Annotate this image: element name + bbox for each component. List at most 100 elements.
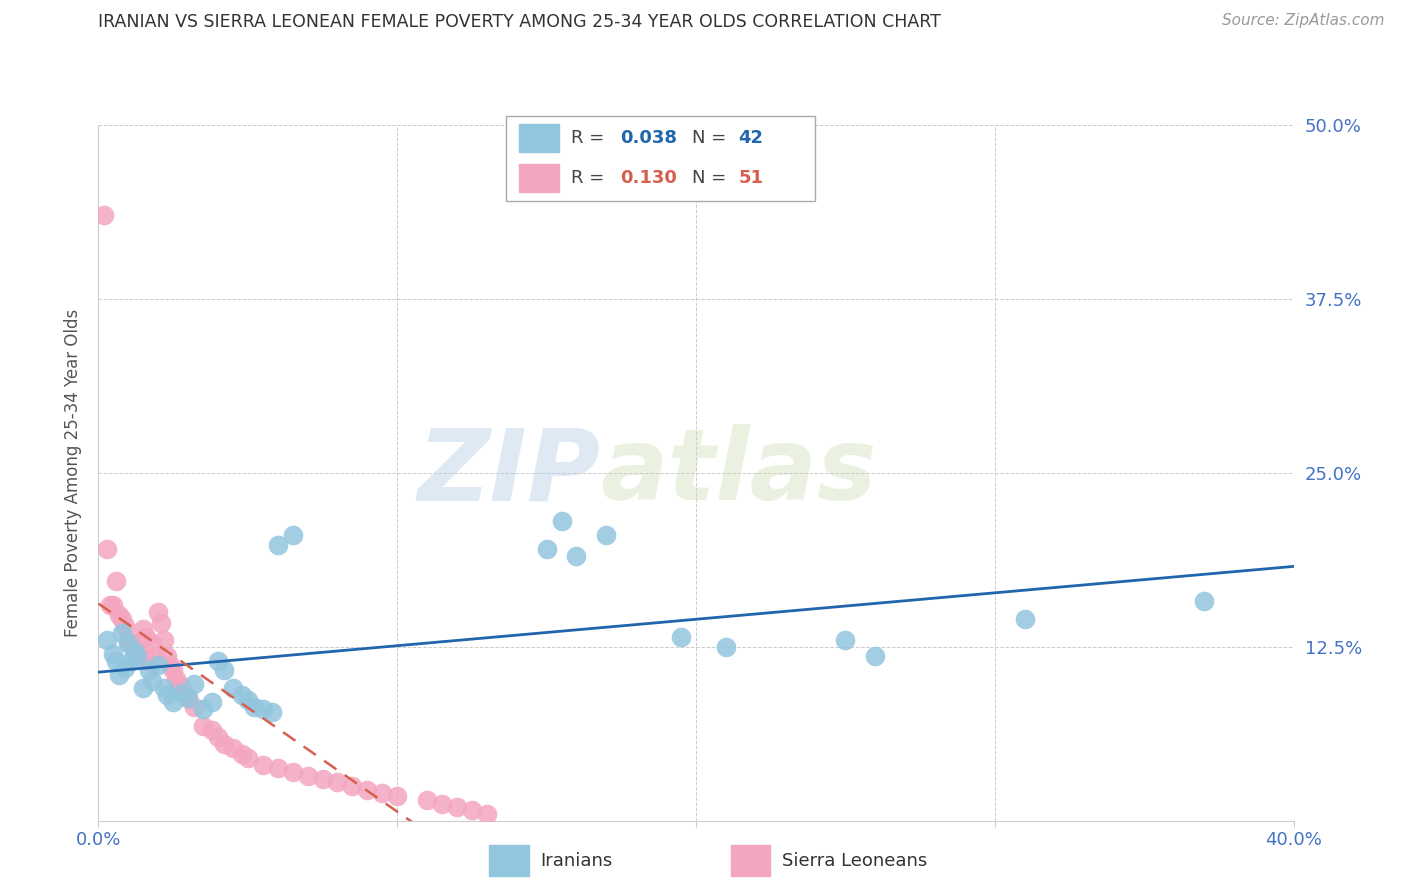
Point [153,632,176,647]
Point [342,779,364,793]
Text: 42: 42 [738,129,763,147]
Point [207,654,229,668]
Point [162,664,184,678]
Point [105,574,128,589]
Point [231,689,253,703]
Point [98,598,122,612]
Text: R =: R = [571,169,616,187]
Bar [519,164,558,192]
Point [260,705,283,719]
Point [117,635,139,649]
Point [159,657,181,672]
Point [114,660,136,674]
Point [281,528,304,542]
Point [156,649,179,664]
Point [191,702,214,716]
Point [267,761,290,775]
Point [191,719,214,733]
Point [865,649,887,664]
Text: Sierra Leoneans: Sierra Leoneans [782,852,927,870]
Point [201,695,224,709]
Point [536,542,558,557]
Point [111,612,134,626]
Point [172,681,194,696]
Point [207,730,229,744]
FancyBboxPatch shape [506,116,815,201]
Point [124,640,146,654]
Point [117,632,139,647]
Point [132,622,155,636]
Text: ZIP: ZIP [418,425,600,521]
Point [141,635,163,649]
Point [148,657,170,672]
Point [156,689,179,703]
Text: Iranians: Iranians [540,852,612,870]
Point [132,681,155,696]
Point [430,797,453,811]
Text: 0.038: 0.038 [620,129,678,147]
Point [231,747,253,761]
Point [212,737,235,751]
Point [236,751,259,765]
Point [669,630,692,644]
Point [153,681,176,696]
Text: R =: R = [571,129,616,147]
Point [124,644,146,658]
Point [127,644,149,658]
Point [222,681,245,696]
Point [167,677,190,691]
Point [96,542,118,557]
Point [148,605,170,619]
Point [183,677,205,691]
Point [103,647,125,661]
Point [108,667,131,681]
Bar [519,124,558,153]
Point [127,649,149,664]
Point [177,691,200,706]
Point [834,632,856,647]
Point [243,699,266,714]
Point [120,635,142,649]
Point [326,774,349,789]
Point [93,208,115,222]
Point [114,619,136,633]
Point [311,772,333,786]
Point [446,799,468,814]
Point [103,598,125,612]
Text: Source: ZipAtlas.com: Source: ZipAtlas.com [1222,13,1385,29]
Point [475,806,498,821]
Point [252,758,274,772]
Point [143,649,166,664]
Point [595,528,617,542]
Point [162,695,184,709]
Text: atlas: atlas [600,425,877,521]
Text: 51: 51 [738,169,763,187]
Point [550,515,572,529]
Point [1014,612,1036,626]
Point [714,640,737,654]
Point [138,654,160,668]
Point [138,664,160,678]
Point [371,786,394,800]
Point [1192,594,1215,608]
Point [297,769,319,783]
Point [416,793,439,807]
Point [105,654,128,668]
Point [172,685,194,699]
Text: IRANIAN VS SIERRA LEONEAN FEMALE POVERTY AMONG 25-34 YEAR OLDS CORRELATION CHART: IRANIAN VS SIERRA LEONEAN FEMALE POVERTY… [98,13,941,31]
Text: N =: N = [692,169,738,187]
Bar [731,846,770,876]
Point [177,691,200,706]
Point [129,649,152,664]
Bar [489,846,529,876]
Point [135,630,157,644]
Point [165,672,187,686]
Text: 0.130: 0.130 [620,169,678,187]
Point [183,699,205,714]
Point [385,789,409,803]
Point [201,723,224,738]
Point [120,654,142,668]
Point [222,741,245,756]
Point [252,702,274,716]
Point [565,549,588,564]
